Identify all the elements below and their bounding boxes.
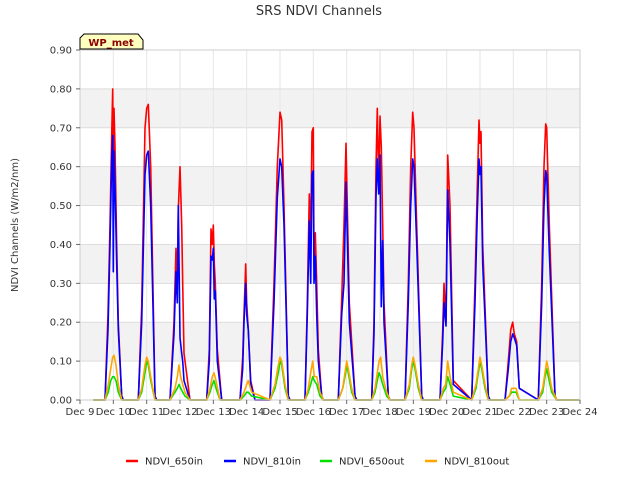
plot-background (80, 50, 580, 400)
series-layer (93, 88, 580, 401)
plot-band (80, 88, 580, 128)
x-tick-label: Dec 22 (496, 407, 531, 418)
y-tick-label: 0.90 (50, 46, 72, 57)
y-tick-label: 0.40 (50, 240, 72, 251)
y-tick-label: 0.20 (50, 318, 72, 329)
x-tick-label: Dec 14 (229, 407, 264, 418)
x-tick-label: Dec 21 (462, 407, 497, 418)
x-tick-label: Dec 10 (96, 407, 131, 418)
site-badge-label: WP_met (88, 38, 134, 49)
x-tick-label: Dec 9 (66, 407, 95, 418)
x-tick-label: Dec 13 (196, 407, 231, 418)
y-tick-label: 0.50 (50, 201, 72, 212)
legend-label: NDVI_650in (145, 457, 203, 468)
legend: NDVI_650in NDVI_810in NDVI_650out NDVI_810o… (126, 457, 509, 468)
plot-frame (79, 49, 581, 401)
x-tick-label: Dec 11 (129, 407, 164, 418)
y-axis-ticks: 0.00 0.10 0.20 0.30 0.40 0.50 0.60 0.70 0.80 0.90 (50, 46, 80, 407)
plot-band (80, 166, 580, 206)
legend-label: NDVI_650out (339, 457, 404, 468)
site-badge: WP_met (79, 33, 144, 50)
plot-band (80, 244, 580, 284)
x-tick-label: Dec 17 (329, 407, 364, 418)
x-tick-label: Dec 12 (162, 407, 197, 418)
x-tick-label: Dec 20 (429, 407, 464, 418)
x-tick-label: Dec 16 (296, 407, 331, 418)
y-tick-label: 0.30 (50, 279, 72, 290)
site-badge-box (79, 33, 144, 50)
x-tick-label: Dec 18 (362, 407, 397, 418)
y-tick-label: 0.80 (50, 84, 72, 95)
legend-label: NDVI_810out (444, 457, 509, 468)
legend-label: NDVI_810in (243, 457, 301, 468)
plot-band (80, 322, 580, 362)
x-tick-label: Dec 23 (529, 407, 564, 418)
x-tick-label: Dec 19 (396, 407, 431, 418)
chart-title: SRS NDVI Channels (256, 4, 382, 19)
y-tick-label: 0.60 (50, 162, 72, 173)
y-tick-label: 0.00 (50, 396, 72, 407)
series-line-ndvi-810in (93, 134, 580, 401)
y-tick-label: 0.10 (50, 357, 72, 368)
y-tick-label: 0.70 (50, 123, 72, 134)
x-tick-label: Dec 15 (262, 407, 297, 418)
axes (79, 49, 581, 401)
y-axis-title: NDVI Channels (W/m2/nm) (10, 158, 21, 292)
x-tick-label: Dec 24 (562, 407, 597, 418)
